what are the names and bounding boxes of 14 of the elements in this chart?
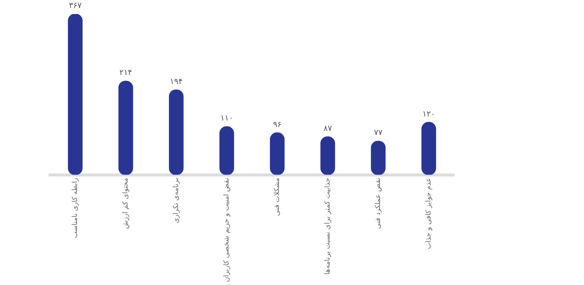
bar	[168, 89, 184, 175]
bar	[68, 14, 83, 175]
data-label: ۹۶	[272, 120, 282, 129]
bar	[421, 122, 436, 175]
data-label: ۸۷	[323, 124, 333, 133]
data-label: ۷۷	[374, 128, 384, 138]
bar	[219, 126, 234, 175]
bar	[270, 132, 285, 175]
data-label: ۱۲۰	[422, 109, 436, 118]
data-label: ۲۱۴	[119, 68, 132, 78]
bar	[118, 80, 134, 175]
data-label: ۱۱۰	[220, 114, 234, 123]
data-label: ۳۶۷	[68, 1, 82, 10]
data-label: ۱۹۴	[170, 76, 183, 86]
